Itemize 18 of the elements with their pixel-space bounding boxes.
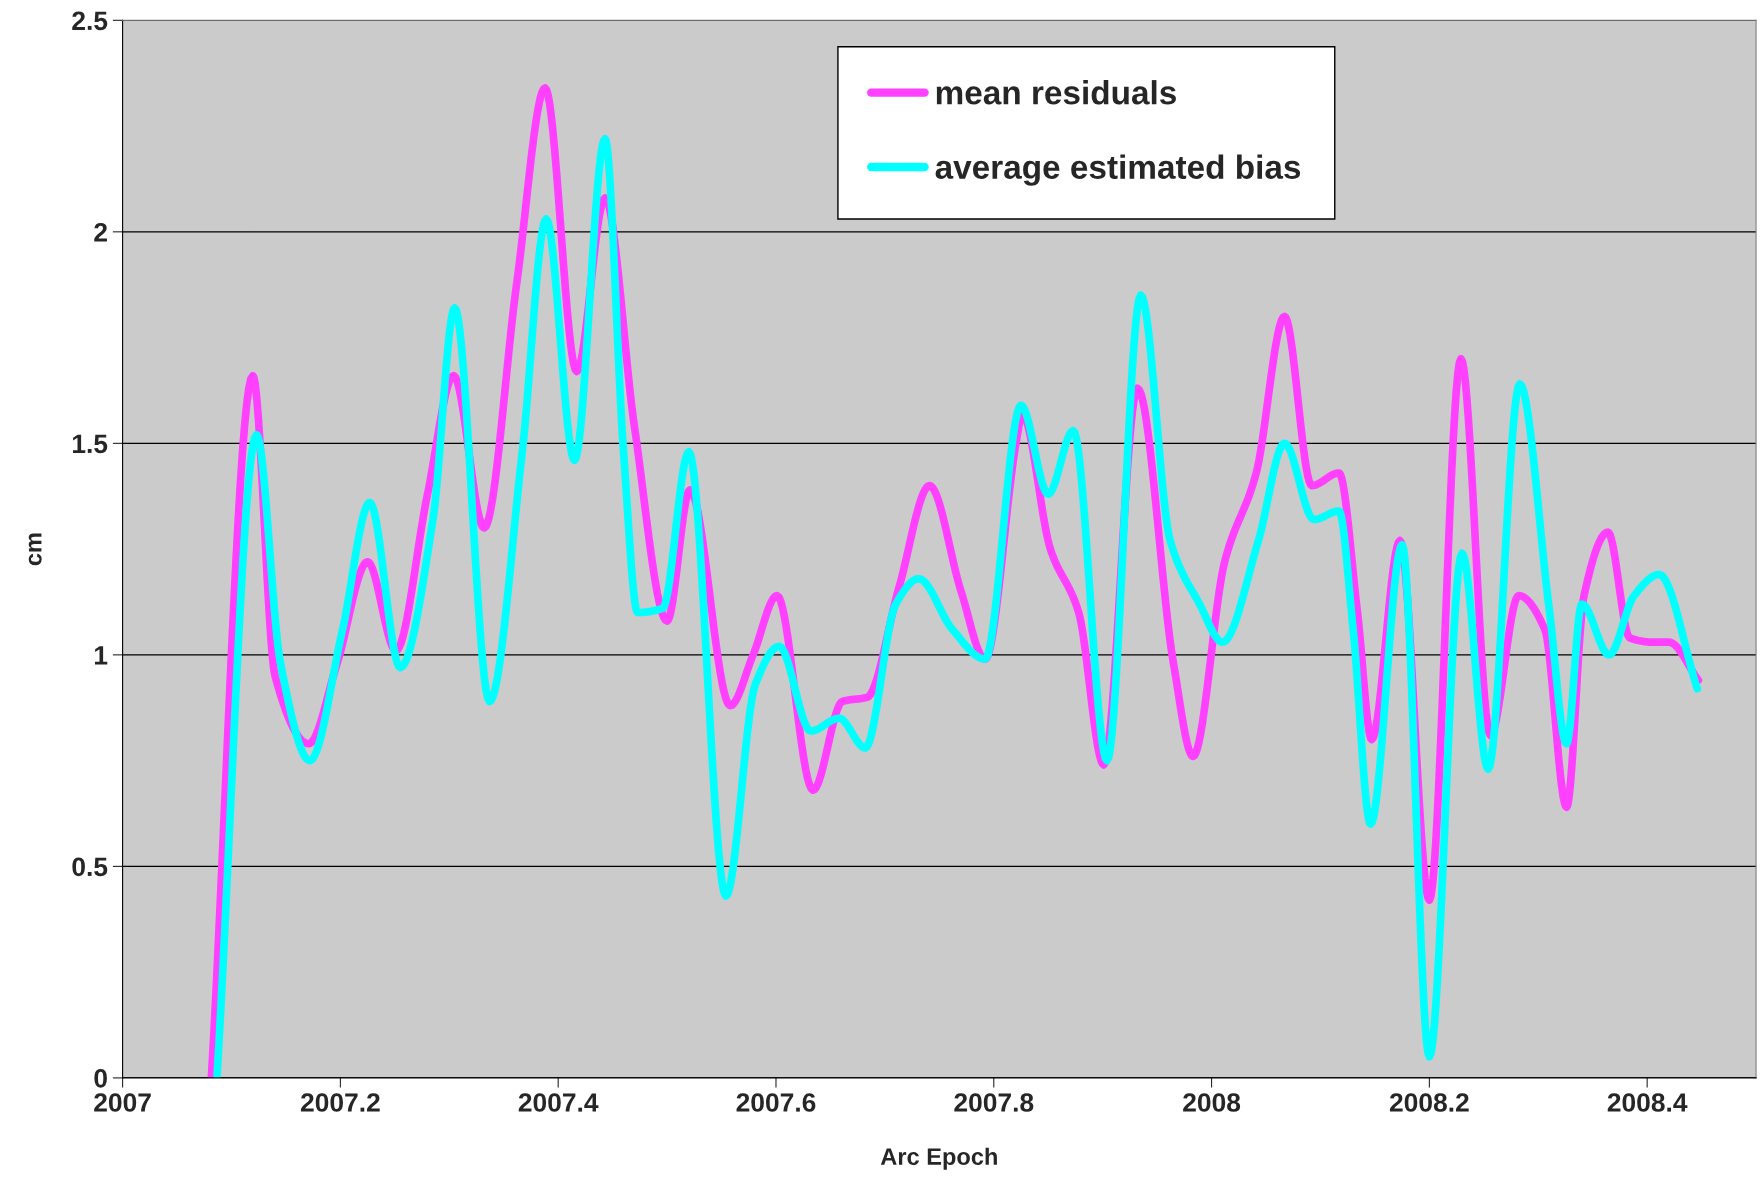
y-axis-title: cm [28, 533, 42, 566]
x-tick-label: 2007.8 [954, 1093, 1034, 1112]
y-tick-label: 0 [94, 1069, 107, 1088]
x-tick-label: 2007.4 [518, 1093, 599, 1112]
y-tick-label: 2.5 [72, 11, 108, 31]
x-tick-label: 2007 [94, 1093, 151, 1112]
legend-label: average estimated bias [935, 154, 1301, 186]
y-tick-label: 1 [95, 646, 108, 665]
x-tick-label: 2008 [1183, 1093, 1241, 1112]
y-tick-label: 0.5 [72, 857, 108, 877]
y-tick-label: 2 [94, 222, 107, 242]
y-tick-label: 1.5 [73, 434, 108, 454]
x-tick-label: 2008.2 [1389, 1093, 1469, 1112]
x-axis-title: Arc Epoch [880, 1147, 997, 1170]
x-tick-label: 2007.2 [300, 1093, 380, 1112]
legend-label: mean residuals [936, 80, 1176, 105]
x-tick-label: 2008.4 [1607, 1093, 1688, 1112]
x-tick-label: 2007.6 [736, 1093, 816, 1112]
